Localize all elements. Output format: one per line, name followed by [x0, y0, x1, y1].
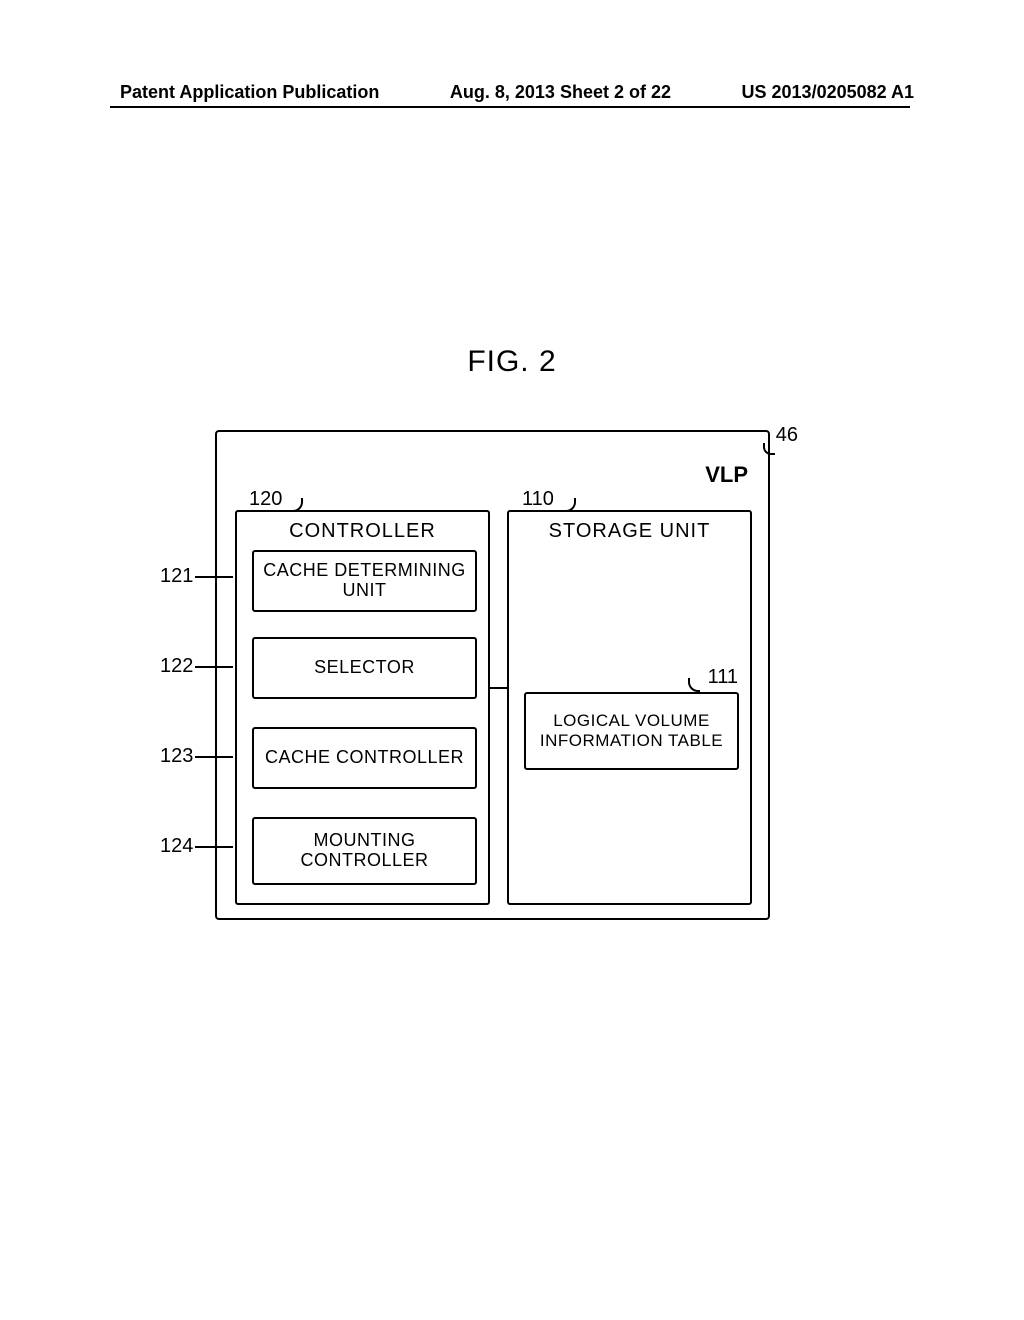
- ref-46: 46: [776, 424, 798, 447]
- hook-111: [688, 678, 700, 692]
- page-header: Patent Application Publication Aug. 8, 2…: [0, 82, 1024, 103]
- controller-box: CONTROLLER CACHE DETERMININGUNIT SELECTO…: [235, 510, 490, 905]
- selector-box: SELECTOR: [252, 637, 477, 699]
- connector-line: [490, 687, 507, 689]
- ref-122: 122: [160, 655, 193, 678]
- ref-123: 123: [160, 745, 193, 768]
- ref-46-hook: [763, 443, 775, 455]
- header-center: Aug. 8, 2013 Sheet 2 of 22: [450, 82, 671, 103]
- logical-volume-table-label: LOGICAL VOLUMEINFORMATION TABLE: [540, 711, 723, 750]
- mounting-controller-box: MOUNTINGCONTROLLER: [252, 817, 477, 885]
- cache-determining-unit-box: CACHE DETERMININGUNIT: [252, 550, 477, 612]
- storage-unit-box: STORAGE UNIT 111 LOGICAL VOLUMEINFORMATI…: [507, 510, 752, 905]
- ref-111: 111: [708, 666, 738, 689]
- logical-volume-table-box: LOGICAL VOLUMEINFORMATION TABLE: [524, 692, 739, 770]
- figure-diagram: 121 122 123 124 46 VLP 120 110 CONTROLLE…: [160, 410, 800, 930]
- cache-controller-label: CACHE CONTROLLER: [265, 748, 464, 768]
- controller-title: CONTROLLER: [237, 520, 488, 543]
- header-divider: [110, 106, 910, 108]
- ref-124: 124: [160, 835, 193, 858]
- storage-unit-title: STORAGE UNIT: [509, 520, 750, 543]
- mounting-controller-label: MOUNTINGCONTROLLER: [300, 831, 428, 871]
- selector-label: SELECTOR: [314, 658, 415, 678]
- vlp-box: 46 VLP 120 110 CONTROLLER CACHE DETERMIN…: [215, 430, 770, 920]
- cache-determining-unit-label: CACHE DETERMININGUNIT: [263, 561, 466, 601]
- header-left: Patent Application Publication: [120, 82, 379, 103]
- ref-110: 110: [522, 488, 554, 511]
- header-right: US 2013/0205082 A1: [742, 82, 914, 103]
- ref-121: 121: [160, 565, 193, 588]
- patent-page: Patent Application Publication Aug. 8, 2…: [0, 0, 1024, 1320]
- vlp-label: VLP: [705, 462, 748, 488]
- cache-controller-box: CACHE CONTROLLER: [252, 727, 477, 789]
- ref-120: 120: [249, 488, 282, 511]
- figure-title: FIG. 2: [0, 345, 1024, 379]
